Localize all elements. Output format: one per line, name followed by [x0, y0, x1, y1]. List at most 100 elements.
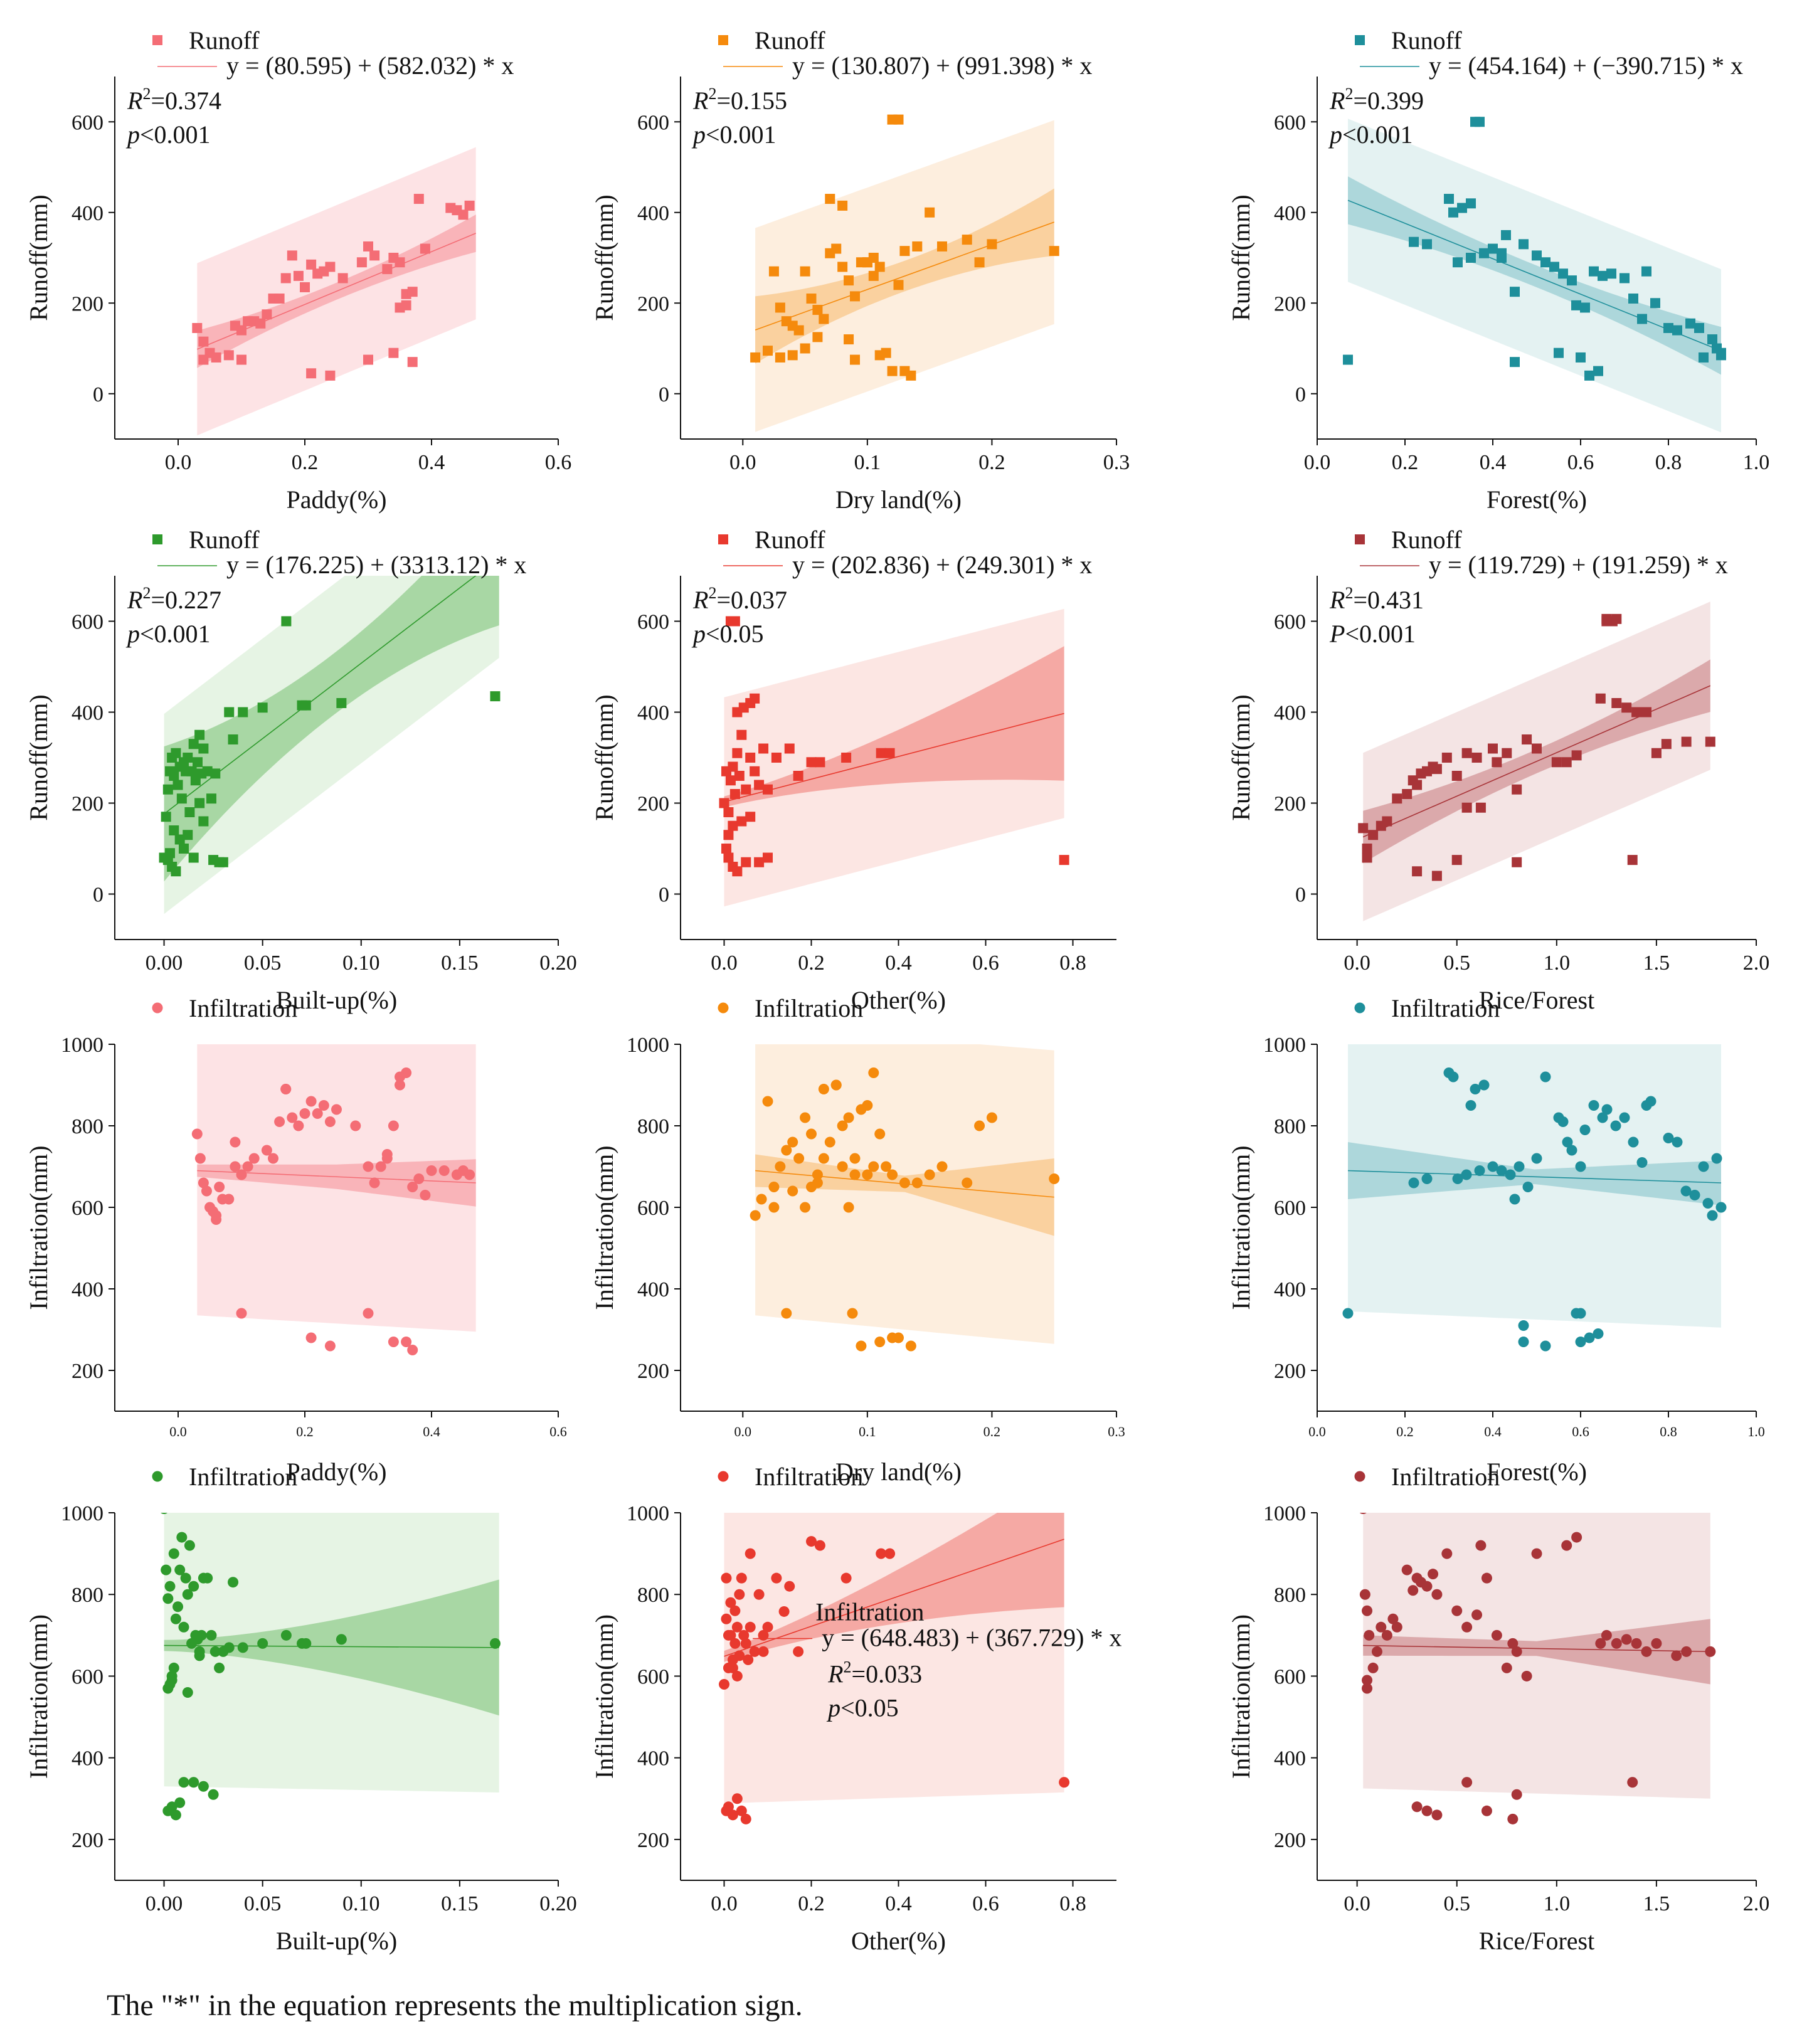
- legend-label: Infiltration: [755, 1463, 863, 1491]
- data-point: [188, 852, 199, 863]
- data-point: [490, 691, 501, 702]
- data-point: [1491, 1629, 1502, 1641]
- data-point: [1611, 698, 1622, 708]
- data-point: [1451, 855, 1462, 866]
- data-point: [280, 1629, 292, 1641]
- data-point: [1511, 1646, 1522, 1657]
- r2-value: =0.037: [716, 586, 787, 614]
- data-point: [287, 250, 297, 261]
- data-point: [725, 1597, 736, 1608]
- data-point: [1593, 366, 1603, 376]
- r-symbol: R: [127, 586, 142, 614]
- data-point: [784, 743, 795, 754]
- data-point: [1362, 1683, 1373, 1694]
- data-point: [1471, 753, 1482, 763]
- data-point: [1376, 1621, 1387, 1633]
- data-point: [305, 1096, 317, 1107]
- data-point: [987, 239, 997, 250]
- fit-line: [1363, 1644, 1710, 1653]
- y-tick-label: 0: [1295, 884, 1306, 907]
- data-point: [337, 273, 348, 283]
- y-tick-label: 200: [1274, 292, 1306, 315]
- data-point: [1650, 298, 1660, 309]
- data-point: [1049, 1173, 1060, 1184]
- x-tick-label: 1.0: [1743, 451, 1770, 474]
- fit-line: [755, 221, 1054, 331]
- data-point: [850, 354, 860, 365]
- panel-p4: 0 200 400 600 0.00 0.05 0.10 0.15 0.20 Built-up(%…: [24, 526, 577, 1014]
- data-point: [183, 753, 193, 763]
- data-point: [1680, 1185, 1692, 1197]
- data-point: [814, 1540, 825, 1551]
- fit-line: [724, 1538, 1064, 1657]
- data-point: [736, 1572, 747, 1584]
- data-point: [731, 1670, 743, 1681]
- data-point: [874, 1128, 886, 1140]
- data-point: [1627, 1777, 1638, 1788]
- data-point: [1522, 734, 1532, 744]
- data-point: [438, 1165, 450, 1176]
- x-tick-label: 0.2: [1396, 1424, 1414, 1439]
- data-point: [1359, 1513, 1367, 1514]
- data-point: [1637, 314, 1647, 324]
- data-point: [280, 273, 291, 283]
- plot-area: [750, 114, 1059, 432]
- data-point: [1531, 1153, 1542, 1164]
- x-tick-label: 0.8: [1059, 1892, 1086, 1915]
- data-point: [736, 816, 747, 827]
- data-point: [236, 354, 246, 365]
- data-point: [230, 1136, 241, 1148]
- data-point: [837, 1120, 848, 1131]
- data-point: [1532, 250, 1542, 261]
- data-point: [174, 1797, 186, 1808]
- y-axis-label: Runoff(mm): [24, 694, 53, 820]
- y-tick-label: 600: [1274, 1197, 1306, 1220]
- data-point: [1672, 325, 1682, 336]
- data-point: [741, 784, 751, 795]
- legend-marker: [1354, 1002, 1365, 1014]
- panel-p12: 200 400 600 800 1000 0.0 0.5 1.0 1.5 2.0 Rice/Fore…: [1227, 1463, 1769, 1955]
- data-point: [924, 1169, 935, 1180]
- data-point: [1421, 1173, 1433, 1184]
- data-point: [1641, 266, 1651, 277]
- data-point: [300, 700, 311, 711]
- data-point: [925, 207, 935, 218]
- p-value-text: <0.001: [1345, 620, 1416, 648]
- data-point: [1409, 236, 1419, 247]
- data-point: [171, 866, 181, 877]
- x-tick-label: 0.4: [885, 951, 912, 975]
- data-point: [1421, 1581, 1433, 1592]
- data-point: [812, 332, 823, 342]
- data-point: [1611, 613, 1622, 624]
- data-point: [1453, 257, 1463, 268]
- legend-marker: [152, 35, 162, 45]
- data-point: [1522, 1182, 1534, 1192]
- data-point: [727, 1809, 738, 1821]
- r-symbol: R: [1329, 586, 1345, 614]
- data-point: [194, 1153, 206, 1164]
- data-point: [274, 1116, 285, 1127]
- x-tick-label: 0.20: [539, 951, 577, 975]
- data-point: [174, 1564, 186, 1575]
- data-point: [1362, 852, 1372, 863]
- data-point: [874, 262, 885, 272]
- data-point: [395, 1071, 405, 1083]
- data-point: [164, 1581, 176, 1592]
- data-point: [1698, 1161, 1709, 1172]
- data-point: [862, 1169, 873, 1180]
- data-point: [1621, 1634, 1632, 1645]
- data-point: [1663, 322, 1673, 333]
- data-point: [1431, 1809, 1443, 1821]
- x-tick-label: 0.0: [734, 1424, 752, 1439]
- data-point: [937, 241, 947, 252]
- plot-area: [1358, 601, 1715, 921]
- data-point: [211, 352, 221, 363]
- data-point: [1411, 1801, 1423, 1813]
- x-axis-label: Forest(%): [1487, 485, 1587, 514]
- data-point: [1059, 855, 1069, 866]
- data-point: [837, 1161, 848, 1172]
- data-point: [186, 766, 197, 776]
- data-point: [1611, 1638, 1622, 1649]
- data-point: [1422, 239, 1432, 250]
- data-point: [188, 1581, 199, 1592]
